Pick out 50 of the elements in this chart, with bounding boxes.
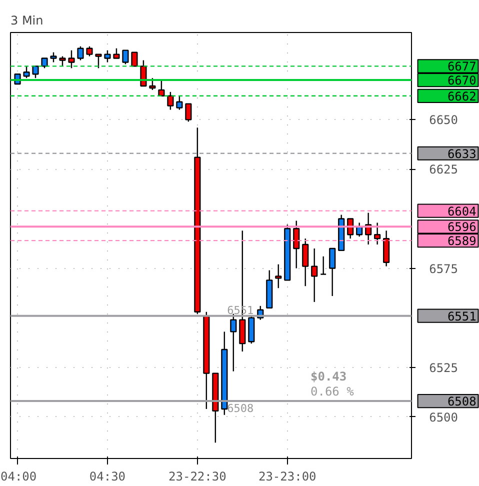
ref-line-label: 6670 xyxy=(447,74,476,88)
ref-line-label: 6508 xyxy=(447,394,476,409)
candlestick xyxy=(32,66,39,79)
candlestick xyxy=(374,222,381,246)
candlestick xyxy=(122,50,129,65)
candlestick xyxy=(113,48,120,59)
candlestick xyxy=(320,256,327,275)
candlestick xyxy=(275,264,282,289)
ref-line-label: 6596 xyxy=(447,220,476,234)
candlestick xyxy=(158,79,165,97)
candlestick xyxy=(95,54,102,69)
candlestick xyxy=(68,50,75,69)
candlestick xyxy=(185,103,192,122)
candlestick xyxy=(86,46,93,57)
ref-line-label: 6589 xyxy=(447,234,476,248)
chart-title: 3 Min xyxy=(10,14,44,28)
candlestick xyxy=(383,230,390,267)
candlestick xyxy=(41,58,48,69)
y-tick-label: 6575 xyxy=(429,262,458,276)
candlestick xyxy=(149,77,156,91)
y-tick-label: 6650 xyxy=(429,113,458,128)
candlestick xyxy=(23,66,30,79)
candlestick xyxy=(104,50,111,63)
ref-line-label: 6677 xyxy=(447,60,476,74)
candlestick xyxy=(311,248,318,303)
ref-line-label: 6633 xyxy=(447,146,476,161)
x-tick-label: 04:30 xyxy=(89,470,126,484)
candlestick xyxy=(176,95,183,110)
x-tick-label: 23-22:30 xyxy=(168,470,226,484)
candlestick xyxy=(131,52,138,67)
y-tick-label: 6500 xyxy=(429,410,458,424)
candlestick xyxy=(77,46,84,61)
ref-line-label: 6662 xyxy=(447,89,476,104)
candlestick xyxy=(230,313,237,372)
y-tick-label: 6625 xyxy=(429,162,458,177)
annotation: $0.43 xyxy=(310,370,347,384)
candlestick xyxy=(293,220,300,269)
candlestick xyxy=(248,315,255,344)
candlestick xyxy=(167,91,174,110)
candlestick xyxy=(302,238,309,287)
ref-line-label: 6604 xyxy=(447,204,476,218)
x-tick-label: 23-23:00 xyxy=(258,470,316,484)
annotation: 6508 xyxy=(227,402,254,416)
y-tick-label: 6525 xyxy=(429,360,458,375)
x-tick-label: 04:00 xyxy=(0,470,37,484)
candlestick xyxy=(59,56,66,67)
candlestick xyxy=(50,52,57,63)
ref-line-label: 6551 xyxy=(447,309,476,324)
candlestick xyxy=(329,248,336,297)
annotation: 0.66 % xyxy=(310,384,355,398)
